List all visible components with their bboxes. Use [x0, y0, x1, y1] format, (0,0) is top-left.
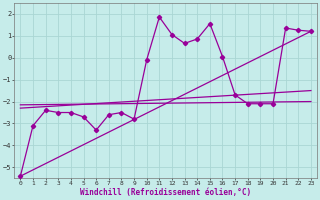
X-axis label: Windchill (Refroidissement éolien,°C): Windchill (Refroidissement éolien,°C): [80, 188, 251, 197]
